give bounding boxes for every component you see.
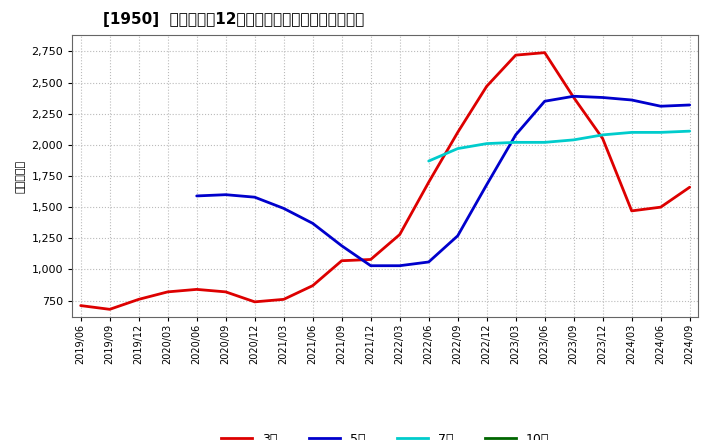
Line: 3年: 3年 xyxy=(81,53,690,309)
5年 xyxy=(511,132,520,138)
3年 xyxy=(541,50,549,55)
5年 xyxy=(541,99,549,104)
5年 xyxy=(308,221,317,226)
7年 xyxy=(598,132,607,138)
7年 xyxy=(627,130,636,135)
7年 xyxy=(482,141,491,146)
3年 xyxy=(192,287,201,292)
5年 xyxy=(570,94,578,99)
7年 xyxy=(511,140,520,145)
3年 xyxy=(308,283,317,288)
Line: 7年: 7年 xyxy=(428,131,690,161)
Legend: 3年, 5年, 7年, 10年: 3年, 5年, 7年, 10年 xyxy=(221,433,549,440)
Y-axis label: （百万円）: （百万円） xyxy=(16,159,26,193)
7年 xyxy=(424,158,433,164)
3年 xyxy=(105,307,114,312)
5年 xyxy=(338,243,346,249)
3年 xyxy=(221,289,230,294)
7年 xyxy=(685,128,694,134)
Line: 5年: 5年 xyxy=(197,96,690,266)
3年 xyxy=(338,258,346,264)
3年 xyxy=(627,208,636,213)
5年 xyxy=(251,194,259,200)
5年 xyxy=(366,263,375,268)
3年 xyxy=(657,205,665,210)
3年 xyxy=(482,84,491,89)
3年 xyxy=(511,52,520,58)
3年 xyxy=(251,299,259,304)
5年 xyxy=(424,259,433,264)
3年 xyxy=(424,180,433,185)
5年 xyxy=(192,193,201,198)
5年 xyxy=(395,263,404,268)
3年 xyxy=(570,95,578,100)
7年 xyxy=(657,130,665,135)
3年 xyxy=(685,184,694,190)
5年 xyxy=(598,95,607,100)
5年 xyxy=(657,103,665,109)
3年 xyxy=(135,297,143,302)
5年 xyxy=(454,233,462,238)
5年 xyxy=(685,103,694,108)
3年 xyxy=(76,303,85,308)
5年 xyxy=(279,206,288,211)
3年 xyxy=(395,232,404,237)
3年 xyxy=(279,297,288,302)
3年 xyxy=(163,289,172,294)
Text: [1950]  当期純利益12か月移動合計の標準偏差の推移: [1950] 当期純利益12か月移動合計の標準偏差の推移 xyxy=(104,12,364,27)
5年 xyxy=(221,192,230,197)
5年 xyxy=(627,97,636,103)
3年 xyxy=(454,130,462,135)
7年 xyxy=(454,146,462,151)
3年 xyxy=(598,136,607,141)
3年 xyxy=(366,257,375,262)
7年 xyxy=(541,140,549,145)
7年 xyxy=(570,137,578,143)
5年 xyxy=(482,182,491,187)
